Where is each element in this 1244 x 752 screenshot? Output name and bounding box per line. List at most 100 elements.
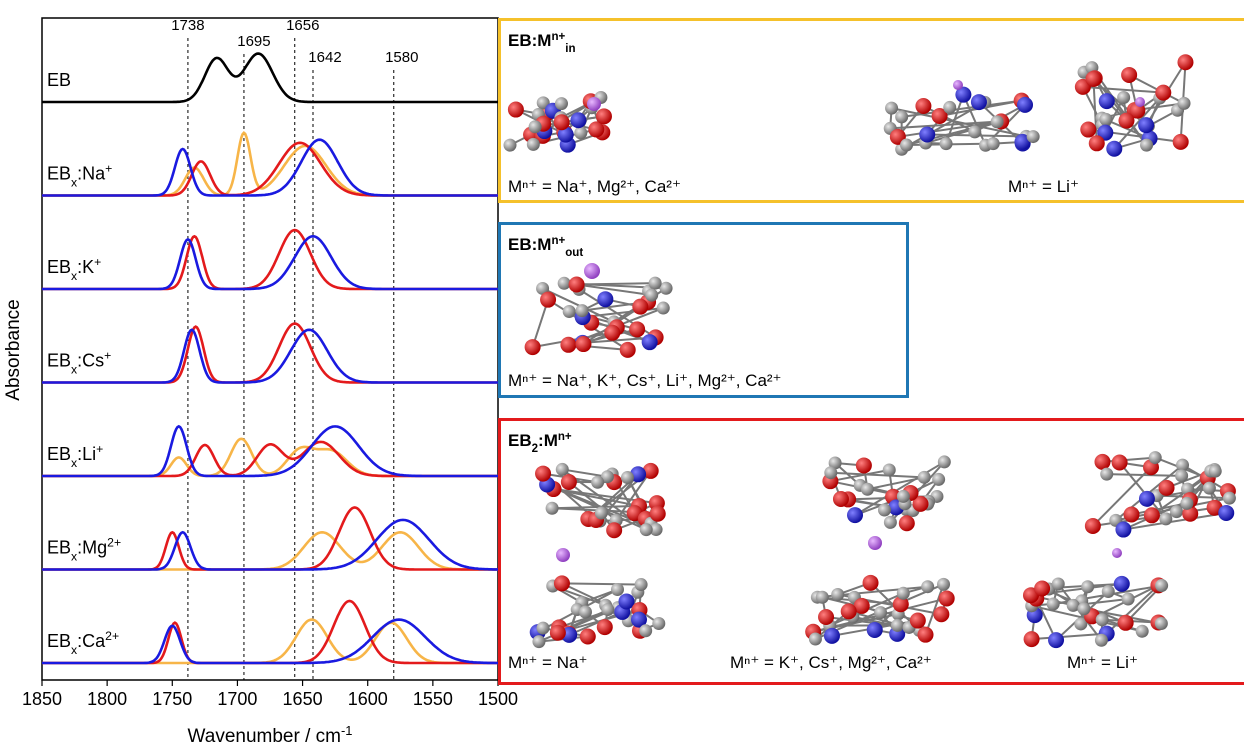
atom — [569, 277, 585, 293]
atom — [556, 463, 569, 476]
atom — [575, 336, 591, 352]
panel-label: EBx:Li+ — [47, 442, 103, 470]
atom — [899, 515, 915, 531]
structure-title-part: n+ — [558, 431, 572, 443]
ion — [953, 80, 963, 90]
atom — [1100, 468, 1113, 481]
atom — [1099, 93, 1115, 109]
atom — [1047, 597, 1060, 610]
atom — [883, 463, 896, 476]
spectrum — [42, 426, 498, 476]
atom — [601, 603, 614, 616]
atom — [841, 603, 857, 619]
panel-label-part: + — [105, 162, 112, 176]
atom — [1048, 632, 1064, 648]
panel-label: EB — [47, 70, 71, 90]
atom — [504, 139, 517, 152]
atom — [570, 112, 586, 128]
atom — [645, 289, 658, 302]
reference-label: 1642 — [308, 49, 341, 66]
atom — [1173, 134, 1189, 150]
atom — [1149, 451, 1162, 464]
atom — [1180, 497, 1193, 510]
molecule — [805, 575, 955, 646]
atom — [1089, 135, 1105, 151]
structure-caption: Mⁿ⁺ = Na⁺ — [508, 653, 587, 672]
atom — [606, 522, 622, 538]
ion — [868, 536, 882, 550]
atom — [856, 457, 872, 473]
atom — [884, 516, 897, 529]
panel-label-part: :K — [77, 257, 94, 277]
atom — [640, 523, 653, 536]
panel-label-part: EB — [47, 631, 71, 651]
atom — [1052, 577, 1065, 590]
atom — [824, 628, 840, 644]
atom — [1223, 492, 1236, 505]
atom — [1102, 585, 1115, 598]
reference-label: 1738 — [171, 17, 204, 34]
atom — [818, 609, 834, 625]
bond — [831, 473, 924, 478]
atom — [816, 591, 829, 604]
atom — [1095, 634, 1108, 647]
panel-label-part: + — [96, 442, 103, 456]
panel-label-part: :Li — [77, 444, 96, 464]
atom — [868, 536, 882, 550]
panel-label: EBx:Ca2+ — [47, 629, 119, 657]
ion — [1135, 97, 1145, 107]
atom — [597, 291, 613, 307]
structure-title: EB:Mn+in — [508, 31, 576, 55]
structure-title-part: out — [565, 247, 583, 259]
atom — [1114, 576, 1130, 592]
atom — [895, 110, 908, 123]
atom — [897, 587, 910, 600]
atom — [937, 578, 950, 591]
structure-title-part: n+ — [551, 235, 565, 247]
spectrum — [42, 236, 498, 289]
atom — [556, 548, 570, 562]
atom — [1203, 482, 1216, 495]
page: Absorbance 18501800175017001650160015501… — [0, 0, 1244, 752]
atom — [1159, 480, 1175, 496]
atom — [1118, 615, 1134, 631]
atom — [1159, 512, 1172, 525]
atom — [1209, 465, 1222, 478]
molecule — [525, 277, 673, 358]
atom — [649, 277, 662, 290]
atom — [639, 624, 652, 637]
atom — [540, 292, 556, 308]
atom — [919, 127, 935, 143]
panel-label-part: + — [94, 255, 101, 269]
x-tick-label: 1500 — [478, 689, 518, 709]
x-axis-title-part: -1 — [341, 723, 352, 738]
atom — [1155, 85, 1171, 101]
atom — [863, 575, 879, 591]
atom — [1112, 548, 1122, 558]
atom — [918, 471, 931, 484]
atom — [900, 139, 913, 152]
atom — [1177, 54, 1193, 70]
atom — [1178, 97, 1191, 110]
structure-title-part: n+ — [551, 31, 565, 43]
panel-label-part: :Na — [77, 164, 106, 184]
panel-label: EBx:Mg2+ — [47, 536, 121, 564]
atom — [561, 474, 577, 490]
atom — [580, 628, 596, 644]
atom — [938, 455, 951, 468]
atom — [1175, 469, 1188, 482]
atom — [940, 137, 953, 150]
atom — [537, 622, 550, 635]
panel-label-part: EB — [47, 164, 71, 184]
spectrum — [42, 54, 498, 102]
x-axis-title-part: Wavenumber / cm — [188, 726, 341, 747]
atom — [1115, 522, 1131, 538]
atom — [1081, 580, 1094, 593]
atom — [554, 114, 570, 130]
x-tick-label: 1850 — [22, 689, 62, 709]
panel-label-part: EB — [47, 257, 71, 277]
panel-label: EBx:Na+ — [47, 162, 112, 190]
atom — [1122, 593, 1135, 606]
atom — [527, 138, 540, 151]
